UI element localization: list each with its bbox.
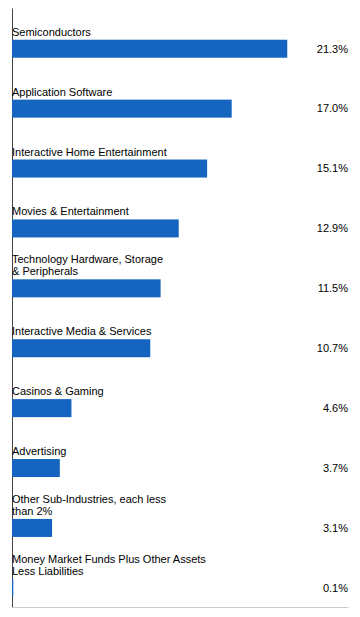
- category-label-line: Casinos & Gaming: [12, 385, 104, 397]
- bar: [12, 459, 60, 477]
- x-axis-line: [13, 607, 349, 608]
- category-label-line: Money Market Funds Plus Other Assets: [12, 553, 206, 565]
- x-axis: [13, 607, 349, 608]
- bar: [12, 219, 179, 237]
- value-label: 21.3%: [317, 43, 348, 55]
- value-label: 15.1%: [317, 162, 348, 174]
- chart: Semiconductors Application Software Intera…: [0, 0, 360, 617]
- category-label: Interactive Home Entertainment: [12, 146, 167, 158]
- category-label-line: Interactive Home Entertainment: [12, 146, 167, 158]
- bars: [12, 40, 287, 597]
- value-label: 10.7%: [317, 342, 348, 354]
- category-label: Interactive Media & Services: [12, 325, 152, 337]
- bar: [12, 579, 13, 597]
- bar: [12, 339, 150, 357]
- category-label-line: than 2%: [12, 505, 53, 517]
- category-label-line: & Peripherals: [12, 265, 79, 277]
- bar: [12, 279, 161, 297]
- category-label: Movies & Entertainment: [12, 205, 129, 217]
- category-label: Other Sub-Industries, each lessthan 2%: [12, 493, 167, 517]
- category-label: Technology Hardware, Storage& Peripheral…: [12, 253, 163, 277]
- value-label: 0.1%: [323, 582, 348, 594]
- category-label-line: Technology Hardware, Storage: [12, 253, 163, 265]
- category-label-line: Other Sub-Industries, each less: [12, 493, 167, 505]
- y-axis-line: [12, 9, 13, 608]
- data-labels: 21.3% 17.0% 15.1% 12.9% 11.5% 10.7% 4.6% 3.7% 3.…: [317, 43, 348, 594]
- category-label: Application Software: [12, 86, 112, 98]
- category-label-line: Less Liabilities: [12, 565, 84, 577]
- bar: [12, 160, 207, 178]
- value-label: 12.9%: [317, 222, 348, 234]
- category-label-line: Advertising: [12, 445, 66, 457]
- category-label-line: Interactive Media & Services: [12, 325, 152, 337]
- category-label-line: Application Software: [12, 86, 112, 98]
- y-axis: [12, 9, 13, 608]
- value-label: 11.5%: [318, 282, 349, 294]
- category-label: Money Market Funds Plus Other AssetsLess…: [12, 553, 206, 577]
- category-labels: Semiconductors Application Software Intera…: [12, 26, 206, 577]
- category-label: Casinos & Gaming: [12, 385, 104, 397]
- bar: [12, 399, 71, 417]
- bar: [12, 519, 52, 537]
- value-label: 17.0%: [317, 102, 348, 114]
- bar: [12, 40, 287, 58]
- category-label-line: Movies & Entertainment: [12, 205, 129, 217]
- category-label: Semiconductors: [12, 26, 91, 38]
- value-label: 4.6%: [323, 402, 348, 414]
- category-label: Advertising: [12, 445, 66, 457]
- plot: Semiconductors Application Software Intera…: [12, 9, 349, 608]
- bar: [12, 100, 232, 118]
- value-label: 3.1%: [323, 522, 348, 534]
- value-label: 3.7%: [323, 462, 348, 474]
- category-label-line: Semiconductors: [12, 26, 91, 38]
